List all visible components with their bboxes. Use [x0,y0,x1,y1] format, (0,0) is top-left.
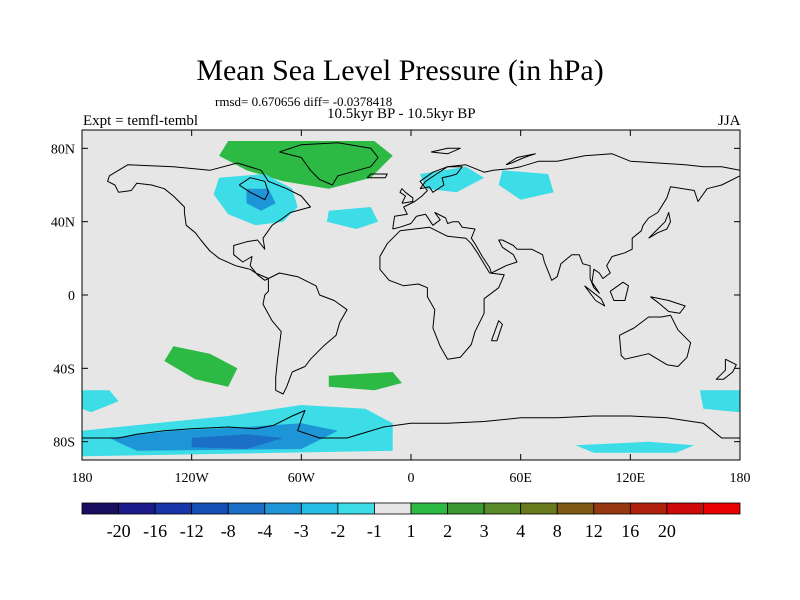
coastline-eurasia [392,153,740,294]
coastline-layer [82,142,740,439]
coastline-madagascar [490,320,503,342]
colorbar-swatch [81,502,119,515]
x-tick-label: 0 [408,471,415,486]
anomaly-south-pacific-positive [164,346,238,387]
colorbar-swatch [264,502,302,515]
colorbar-label: 3 [480,521,489,541]
anomaly-southern-ocean-negative-east [699,390,740,413]
coastline-africa [379,226,505,360]
y-tick-label: 40S [53,362,75,377]
colorbar-swatch [300,502,339,515]
x-tick-label: 60W [288,471,316,486]
coastline-british-isles [399,188,414,204]
x-tick-label: 60E [509,471,532,486]
colorbar-swatch [629,502,668,515]
coastline-greenland [279,142,379,186]
colorbar-label: 1 [407,521,416,541]
anomaly-north-atlantic-arctic-positive [219,141,393,189]
coastline-scandinavia [419,166,463,193]
colorbar-label: -8 [221,521,236,541]
anomaly-east-antarctic-negative [575,441,695,453]
anomaly-scandinavia-negative [420,166,485,193]
x-tick-label: 180 [730,471,751,486]
coastline-svalbard [430,147,461,155]
map-title: Mean Sea Level Pressure (in hPa) [196,54,604,87]
anomaly-layer [82,141,740,457]
coastline-new-guinea [650,296,686,314]
stats-label: rmsd= 0.670656 diff= -0.0378418 [215,94,393,109]
colorbar-label: -3 [294,521,309,541]
colorbar-swatch [666,502,704,515]
colorbar-swatch [483,502,522,515]
coastline-japan [648,212,671,239]
anomaly-west-siberia-negative [498,170,554,200]
coastline-novaya-zemlya [505,153,536,166]
coastline-borneo [609,281,629,301]
anomaly-southern-ocean-negative-west [82,390,119,413]
colorbar-label: 16 [621,521,639,541]
coastline-hudson-bay [238,177,269,201]
colorbar-swatch [447,502,485,515]
season-label: JJA [718,113,741,129]
coastline-sumatra [584,285,606,307]
colorbar-label: -16 [143,521,167,541]
colorbar-swatch [556,502,595,515]
colorbar-swatch [374,502,412,515]
colorbar-label: -12 [180,521,204,541]
period-label: 10.5kyr BP - 10.5kyr BP [327,106,476,122]
colorbar-label: 4 [516,521,525,541]
colorbar-label: -20 [107,521,131,541]
coastline-australia [618,314,692,367]
plot-background [82,130,740,460]
x-tick-label: 120E [616,471,646,486]
y-tick-label: 80N [51,142,75,157]
colorbar-label: 12 [585,521,603,541]
colorbar-label: 2 [443,521,452,541]
coastline-iceland [366,173,388,179]
colorbar-label: -4 [257,521,272,541]
axis-ticks: 180 120W 60W 0 60E 120E 180 80N 40N 0 40S 80S [51,130,751,486]
colorbar-label: 20 [658,521,676,541]
x-tick-label: 120W [175,471,210,486]
colorbar-label: -2 [330,521,345,541]
anomaly-south-atlantic-positive [328,372,402,391]
colorbar-swatch [337,502,375,515]
colorbar-label: -1 [367,521,382,541]
colorbar-label: 8 [553,521,562,541]
colorbar: -20 -16 -12 -8 -4 -3 -2 -1 1 2 3 4 8 12 16 20 [81,502,741,541]
colorbar-swatch [191,502,229,515]
colorbar-swatch [520,502,558,515]
colorbar-swatch [227,502,266,515]
colorbar-swatch [154,502,193,515]
colorbar-swatch [703,502,741,515]
colorbar-swatch [593,502,631,515]
coastline-new-zealand [715,358,737,380]
coastline-south-america [262,272,348,395]
coastline-north-america [107,162,311,281]
colorbar-swatch [118,502,156,515]
y-tick-label: 0 [68,289,75,304]
anomaly-antarctic-negative-deep [191,434,284,449]
x-tick-label: 180 [72,471,93,486]
anomaly-north-atlantic-negative [326,207,379,229]
coastline-antarctica [82,410,740,439]
y-tick-label: 40N [51,216,75,231]
experiment-label: Expt = temfl-tembl [83,113,199,129]
y-tick-label: 80S [53,436,75,451]
colorbar-swatch [410,502,448,515]
